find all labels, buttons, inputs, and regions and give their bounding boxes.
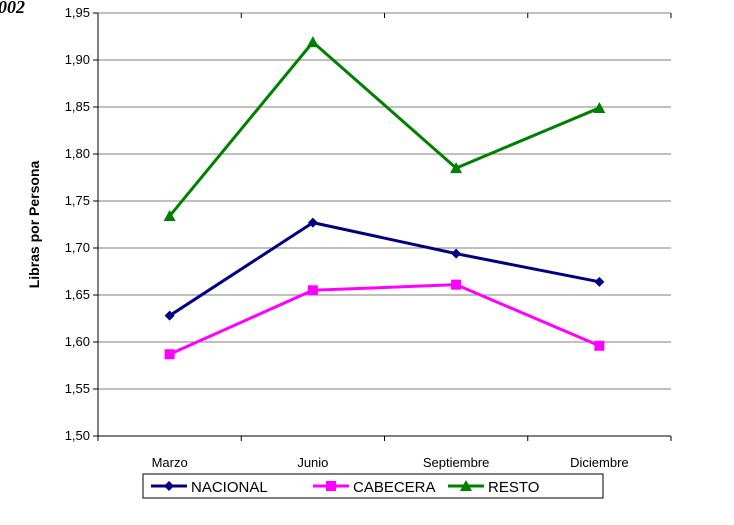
series-line	[169, 283, 600, 356]
y-tick-label: 1,90	[65, 52, 90, 67]
chart-title-fragment: 002	[0, 0, 25, 17]
data-point	[460, 480, 472, 491]
y-tick-label: 1,80	[65, 146, 90, 161]
series-group	[163, 36, 606, 360]
y-tick-label: 1,75	[65, 193, 90, 208]
data-point	[594, 340, 605, 351]
data-point	[306, 36, 319, 48]
legend-item-nacional: NACIONAL	[151, 479, 268, 496]
axes	[97, 13, 672, 441]
series-cabecera	[164, 279, 605, 360]
data-point	[594, 276, 605, 287]
x-tick-label: Septiembre	[423, 455, 489, 470]
x-tick-labels: Marzo Junio Septiembre Diciembre	[152, 455, 629, 470]
data-point	[164, 349, 175, 360]
data-point	[593, 101, 606, 113]
data-point	[163, 210, 176, 222]
data-point	[451, 248, 462, 259]
data-point	[450, 162, 463, 174]
data-point	[307, 285, 318, 296]
legend-box	[142, 473, 604, 499]
legend-label: CABECERA	[353, 479, 436, 496]
series-resto	[163, 36, 606, 222]
legend-label: RESTO	[488, 479, 539, 496]
gridlines	[93, 12, 671, 437]
y-tick-label: 1,55	[65, 381, 90, 396]
legend: NACIONAL CABECERA RESTO	[142, 473, 604, 499]
y-tick-label: 1,95	[65, 5, 90, 20]
legend-item-cabecera: CABECERA	[313, 479, 436, 496]
data-point	[326, 481, 336, 491]
data-point	[451, 279, 462, 290]
legend-label: NACIONAL	[191, 479, 268, 496]
x-tick-label: Junio	[297, 455, 328, 470]
data-point	[164, 310, 175, 321]
series-line	[168, 40, 600, 217]
y-tick-label: 1,50	[65, 428, 90, 443]
x-tick-label: Diciembre	[570, 455, 629, 470]
y-tick-label: 1,60	[65, 334, 90, 349]
legend-item-resto: RESTO	[448, 479, 539, 496]
y-tick-label: 1,65	[65, 287, 90, 302]
y-axis-label: Libras por Persona	[26, 160, 42, 288]
data-point	[307, 217, 318, 228]
series-line	[168, 221, 600, 317]
x-tick-label: Marzo	[152, 455, 188, 470]
y-tick-labels: 1,50 1,55 1,60 1,65 1,70 1,75 1,80 1,85 1,90 1,95	[65, 5, 90, 443]
data-point	[164, 481, 174, 491]
y-tick-label: 1,85	[65, 99, 90, 114]
y-tick-label: 1,70	[65, 240, 90, 255]
series-nacional	[164, 217, 605, 321]
